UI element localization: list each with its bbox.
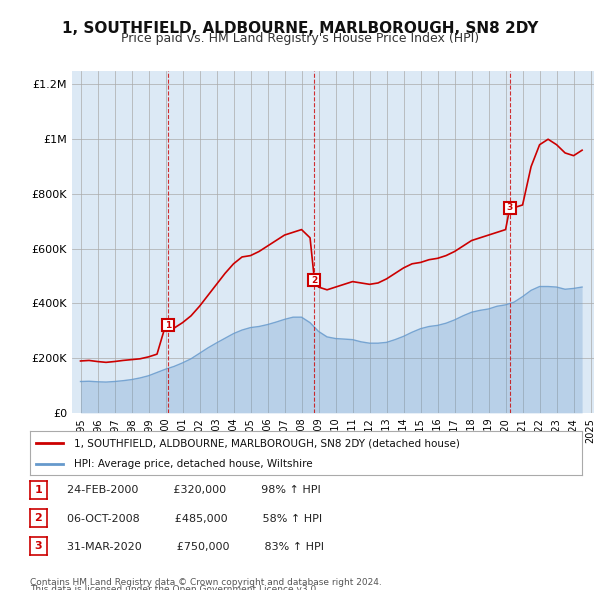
Text: 2: 2 [311, 276, 317, 285]
Text: 31-MAR-2020          £750,000          83% ↑ HPI: 31-MAR-2020 £750,000 83% ↑ HPI [60, 542, 324, 552]
Text: This data is licensed under the Open Government Licence v3.0.: This data is licensed under the Open Gov… [30, 585, 319, 590]
Text: Contains HM Land Registry data © Crown copyright and database right 2024.: Contains HM Land Registry data © Crown c… [30, 578, 382, 587]
Text: 1: 1 [165, 321, 171, 330]
Text: 24-FEB-2000          £320,000          98% ↑ HPI: 24-FEB-2000 £320,000 98% ↑ HPI [60, 486, 321, 495]
Text: 3: 3 [507, 203, 513, 212]
Text: 1, SOUTHFIELD, ALDBOURNE, MARLBOROUGH, SN8 2DY: 1, SOUTHFIELD, ALDBOURNE, MARLBOROUGH, S… [62, 21, 538, 35]
Text: 06-OCT-2008          £485,000          58% ↑ HPI: 06-OCT-2008 £485,000 58% ↑ HPI [60, 514, 322, 523]
Text: 3: 3 [35, 542, 42, 551]
Text: 1: 1 [35, 485, 42, 494]
Text: HPI: Average price, detached house, Wiltshire: HPI: Average price, detached house, Wilt… [74, 459, 313, 469]
Text: Price paid vs. HM Land Registry's House Price Index (HPI): Price paid vs. HM Land Registry's House … [121, 32, 479, 45]
Text: 1, SOUTHFIELD, ALDBOURNE, MARLBOROUGH, SN8 2DY (detached house): 1, SOUTHFIELD, ALDBOURNE, MARLBOROUGH, S… [74, 438, 460, 448]
Text: 2: 2 [35, 513, 42, 523]
